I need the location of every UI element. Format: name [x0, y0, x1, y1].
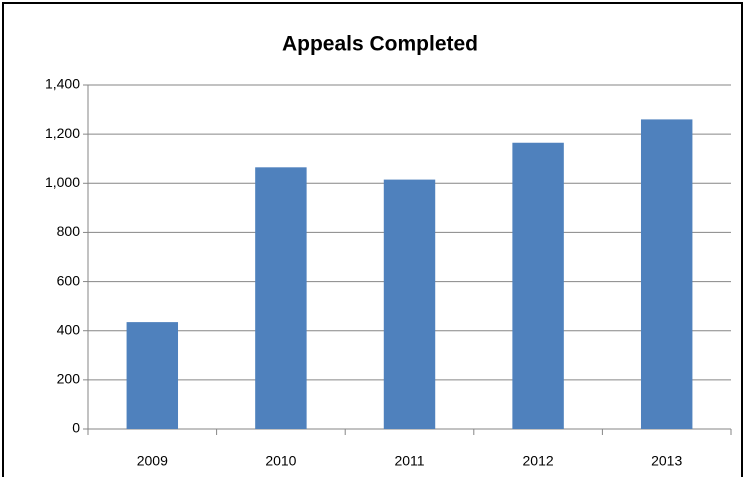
y-tick-label: 1,400: [45, 76, 80, 92]
y-tick-label: 800: [57, 223, 81, 239]
bar: [383, 179, 436, 429]
x-tick-label: 2013: [651, 453, 682, 469]
bar: [255, 167, 307, 430]
y-tick-label: 0: [72, 420, 80, 436]
chart-title: Appeals Completed: [282, 33, 478, 56]
bar: [126, 322, 179, 429]
x-tick-label: 2009: [137, 453, 168, 469]
x-tick-label: 2012: [523, 453, 554, 469]
bar: [512, 142, 564, 429]
bar: [640, 119, 693, 430]
y-tick-label: 1,200: [45, 125, 80, 141]
y-tick-label: 1,000: [45, 174, 80, 190]
y-tick-label: 600: [57, 272, 81, 288]
x-tick-label: 2011: [394, 453, 424, 469]
y-tick-label: 200: [57, 371, 81, 387]
x-tick-label: 2010: [265, 453, 296, 469]
y-tick-label: 400: [57, 321, 81, 337]
